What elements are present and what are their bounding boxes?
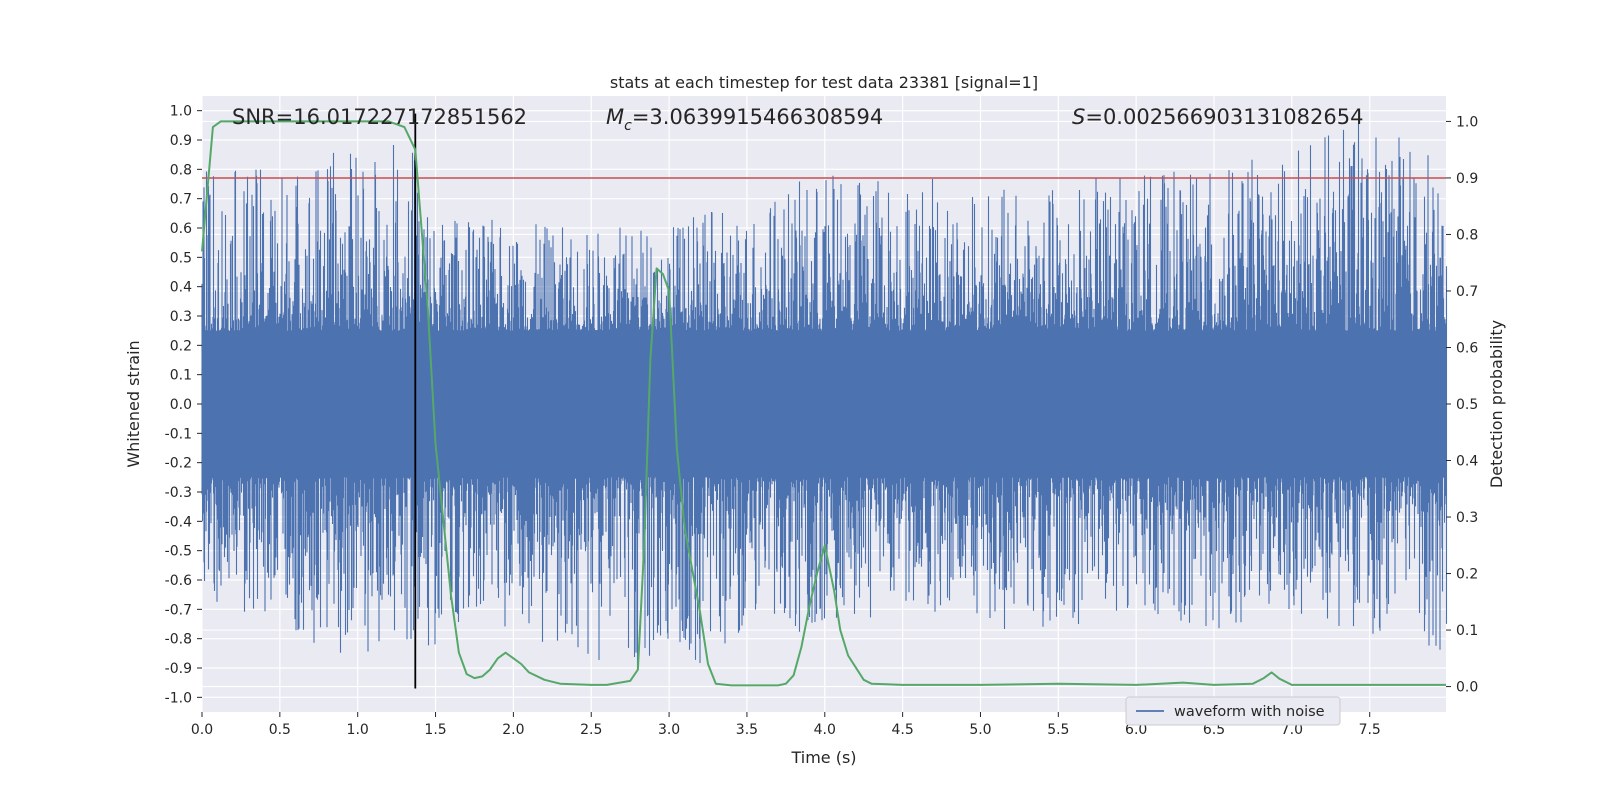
x-tick-label: 4.5 — [891, 722, 913, 738]
x-tick-label: 5.0 — [969, 722, 991, 738]
y-tick-label: 0.9 — [170, 133, 192, 149]
y2-tick-label: 0.2 — [1456, 567, 1478, 583]
y-tick-label: -0.2 — [165, 456, 192, 472]
chirp-mass-symbol: M — [606, 105, 624, 129]
y-tick-label: 0.3 — [170, 309, 192, 325]
x-tick-label: 2.5 — [580, 722, 602, 738]
s-symbol: S — [1072, 105, 1085, 129]
waveform-core-band — [202, 345, 1446, 463]
y2-axis-label: Detection probability — [1487, 320, 1506, 488]
y-tick-label: -1.0 — [165, 690, 192, 706]
y-tick-label: 0.2 — [170, 338, 192, 354]
y2-tick-label: 0.7 — [1456, 284, 1478, 300]
y-tick-label: 1.0 — [170, 104, 192, 120]
y-tick-label: -0.3 — [165, 485, 192, 501]
y2-tick-label: 0.5 — [1456, 397, 1478, 413]
chart-title: stats at each timestep for test data 233… — [610, 73, 1038, 92]
x-tick-label: 1.0 — [347, 722, 369, 738]
y-tick-label: -0.8 — [165, 632, 192, 648]
y2-tick-label: 0.3 — [1456, 510, 1478, 526]
legend-label: waveform with noise — [1174, 704, 1325, 720]
s-value: =0.002566903131082654 — [1085, 105, 1363, 129]
y-tick-label: -0.1 — [165, 426, 192, 442]
axes: 0.0 0.5 1.0 1.5 2.0 2.5 3.0 3.5 4.0 4.5 5.0 5.5 6.0 6… — [165, 104, 1479, 738]
x-tick-label: 6.5 — [1203, 722, 1225, 738]
x-tick-label: 1.5 — [424, 722, 446, 738]
y2-tick-label: 1.0 — [1456, 114, 1478, 130]
chirp-mass-value: =3.0639915466308594 — [632, 105, 883, 129]
x-axis-label: Time (s) — [790, 748, 856, 767]
y-tick-label: 0.7 — [170, 192, 192, 208]
y2-tick-label: 0.4 — [1456, 454, 1478, 470]
detection-probability-line — [201, 120, 1446, 687]
y2-tick-label: 0.1 — [1456, 623, 1478, 639]
x-tick-label: 0.5 — [269, 722, 291, 738]
legend: waveform with noise — [1125, 696, 1341, 726]
y-tick-label: 0.1 — [170, 368, 192, 384]
y-tick-label: 0.4 — [170, 280, 192, 296]
x-tick-label: 5.5 — [1047, 722, 1069, 738]
s-annotation: S=0.002566903131082654 — [1072, 105, 1363, 129]
x-tick-label: 2.0 — [502, 722, 524, 738]
y2-tick-label: 0.9 — [1456, 171, 1478, 187]
y-tick-label: -0.7 — [165, 602, 192, 618]
y-axis-label: Whitened strain — [124, 340, 143, 467]
x-tick-label: 4.0 — [814, 722, 836, 738]
y-tick-label: -0.6 — [165, 573, 192, 589]
detection-probability-series — [201, 120, 1446, 687]
x-tick-label: 7.0 — [1281, 722, 1303, 738]
y-tick-label: 0.8 — [170, 162, 192, 178]
chirp-mass-annotation: Mc=3.0639915466308594 — [606, 105, 883, 134]
y-tick-label: 0.5 — [170, 250, 192, 266]
y2-tick-label: 0.0 — [1456, 680, 1478, 696]
chirp-mass-subscript: c — [624, 118, 632, 134]
overlay-lines — [202, 113, 1446, 689]
legend-box — [1125, 696, 1341, 726]
x-tick-label: 3.0 — [658, 722, 680, 738]
x-tick-label: 0.0 — [191, 722, 213, 738]
y-tick-label: -0.4 — [165, 514, 192, 530]
y2-tick-label: 0.6 — [1456, 340, 1478, 356]
waveform-with-noise-series — [201, 123, 1448, 671]
y2-tick-label: 0.8 — [1456, 227, 1478, 243]
y-tick-label: -0.5 — [165, 544, 192, 560]
y-tick-label: 0.0 — [170, 397, 192, 413]
snr-annotation: SNR=16.017227172851562 — [232, 105, 527, 129]
y-tick-label: -0.9 — [165, 661, 192, 677]
x-tick-label: 7.5 — [1359, 722, 1381, 738]
x-tick-label: 6.0 — [1125, 722, 1147, 738]
x-tick-label: 3.5 — [736, 722, 758, 738]
y-tick-label: 0.6 — [170, 221, 192, 237]
